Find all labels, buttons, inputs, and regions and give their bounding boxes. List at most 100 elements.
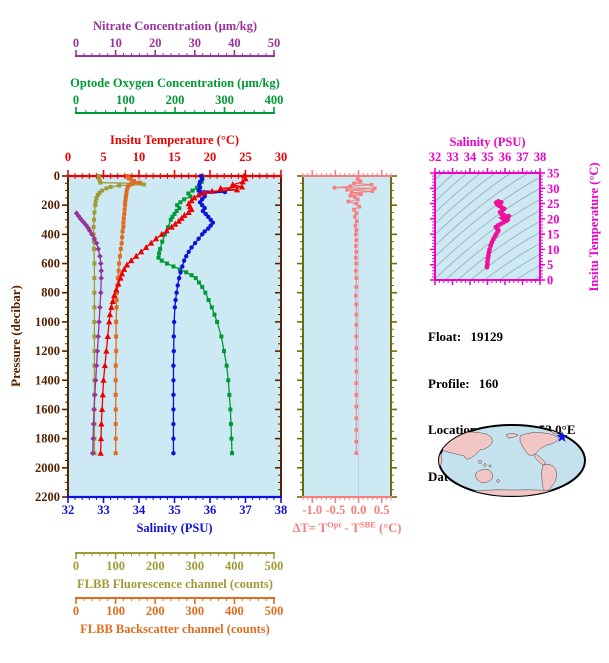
svg-text:30: 30 bbox=[275, 150, 288, 164]
map-island bbox=[488, 464, 492, 468]
svg-text:300: 300 bbox=[185, 559, 204, 573]
svg-text:20: 20 bbox=[149, 36, 162, 50]
svg-text:50: 50 bbox=[268, 36, 281, 50]
svg-text:Insitu Temperature (°C): Insitu Temperature (°C) bbox=[587, 162, 601, 291]
svg-text:800: 800 bbox=[41, 286, 60, 300]
nitrate-profile bbox=[73, 210, 105, 457]
svg-text:100: 100 bbox=[116, 93, 135, 107]
svg-text:0: 0 bbox=[547, 274, 553, 288]
fluorescence-axis: 0 100 200 300 400 500 FLBB Fluorescence channe… bbox=[73, 552, 284, 591]
svg-text:Nitrate Concentration (µm/kg): Nitrate Concentration (µm/kg) bbox=[93, 19, 257, 33]
float-info: Float: 19129 Profile: 160 Location: 39.9… bbox=[428, 298, 576, 515]
svg-text:30: 30 bbox=[189, 36, 202, 50]
map-island bbox=[478, 460, 482, 464]
svg-text:15: 15 bbox=[168, 150, 181, 164]
svg-text:0: 0 bbox=[73, 604, 79, 618]
float-label: Float: bbox=[428, 329, 462, 344]
svg-text:200: 200 bbox=[146, 604, 165, 618]
delta-t-panel: -1.0 -0.5 0.0 0.5 ΔT= TOpt - TSBE (°C) bbox=[293, 170, 402, 536]
svg-text:200: 200 bbox=[41, 198, 60, 212]
world-map bbox=[438, 424, 586, 497]
svg-text:1600: 1600 bbox=[35, 402, 60, 416]
svg-text:400: 400 bbox=[225, 604, 244, 618]
svg-text:500: 500 bbox=[265, 559, 284, 573]
svg-text:FLBB Fluorescence channel (cou: FLBB Fluorescence channel (counts) bbox=[77, 577, 273, 591]
svg-text:2200: 2200 bbox=[35, 490, 60, 504]
map-alaska bbox=[505, 433, 519, 439]
temperature-profile bbox=[97, 172, 249, 456]
svg-text:33: 33 bbox=[97, 503, 110, 517]
svg-text:36: 36 bbox=[204, 503, 217, 517]
svg-text:15: 15 bbox=[547, 228, 560, 242]
svg-text:Pressure (decibar): Pressure (decibar) bbox=[8, 285, 23, 387]
svg-text:1800: 1800 bbox=[35, 432, 60, 446]
oxygen-axis: 0 100 200 300 400 Optode Oxygen Concentration… bbox=[70, 76, 284, 114]
svg-text:33: 33 bbox=[446, 150, 459, 164]
svg-text:38: 38 bbox=[275, 503, 288, 517]
float-location-star bbox=[556, 431, 568, 442]
float-value: 19129 bbox=[470, 329, 503, 344]
svg-text:0: 0 bbox=[65, 150, 71, 164]
oxygen-profile bbox=[156, 174, 235, 456]
profile-label: Profile: bbox=[428, 375, 470, 391]
svg-text:34: 34 bbox=[464, 150, 477, 164]
svg-text:5: 5 bbox=[100, 150, 106, 164]
svg-text:25: 25 bbox=[239, 150, 252, 164]
main-profile-panel: 0200400600800100012001400160018002000220… bbox=[8, 133, 287, 535]
map-australia bbox=[475, 469, 493, 483]
svg-text:500: 500 bbox=[265, 604, 284, 618]
svg-text:400: 400 bbox=[41, 227, 60, 241]
backscatter-axis: 0 100 200 300 400 500 FLBB Backscatter channel… bbox=[73, 597, 284, 636]
delta-t-series bbox=[332, 177, 377, 456]
float-id-line: Float: 19129 bbox=[428, 329, 576, 345]
map-antarctica bbox=[450, 489, 577, 496]
svg-text:FLBB Backscatter channel (coun: FLBB Backscatter channel (counts) bbox=[80, 622, 270, 636]
svg-text:-0.5: -0.5 bbox=[326, 503, 346, 517]
svg-text:32: 32 bbox=[429, 150, 442, 164]
svg-text:0: 0 bbox=[54, 169, 60, 183]
svg-text:Salinity (PSU): Salinity (PSU) bbox=[136, 521, 212, 535]
svg-text:25: 25 bbox=[547, 197, 560, 211]
map-south-america bbox=[541, 464, 557, 493]
svg-text:34: 34 bbox=[133, 503, 146, 517]
svg-text:300: 300 bbox=[185, 604, 204, 618]
nitrate-axis: 0 10 20 30 40 50 Nitrate Concentration (µm/kg) bbox=[73, 19, 281, 57]
svg-text:0.5: 0.5 bbox=[374, 503, 390, 517]
svg-text:36: 36 bbox=[499, 150, 512, 164]
svg-text:37: 37 bbox=[516, 150, 529, 164]
svg-text:300: 300 bbox=[215, 93, 234, 107]
map-new-zealand bbox=[496, 479, 500, 483]
svg-text:10: 10 bbox=[109, 36, 122, 50]
svg-text:38: 38 bbox=[534, 150, 547, 164]
svg-text:ΔT= TOpt - TSBE (°C): ΔT= TOpt - TSBE (°C) bbox=[293, 520, 402, 536]
svg-text:32: 32 bbox=[62, 503, 75, 517]
svg-text:35: 35 bbox=[481, 150, 494, 164]
svg-text:Salinity (PSU): Salinity (PSU) bbox=[449, 135, 525, 149]
svg-text:30: 30 bbox=[547, 182, 560, 196]
svg-text:20: 20 bbox=[204, 150, 217, 164]
svg-text:0.0: 0.0 bbox=[351, 503, 367, 517]
svg-text:1200: 1200 bbox=[35, 344, 60, 358]
svg-text:5: 5 bbox=[547, 258, 553, 272]
svg-text:400: 400 bbox=[265, 93, 284, 107]
svg-text:200: 200 bbox=[166, 93, 185, 107]
svg-text:20: 20 bbox=[547, 212, 560, 226]
svg-text:200: 200 bbox=[146, 559, 165, 573]
svg-text:Optode Oxygen Concentration (µ: Optode Oxygen Concentration (µm/kg) bbox=[70, 76, 280, 90]
svg-text:0: 0 bbox=[73, 559, 79, 573]
svg-text:600: 600 bbox=[41, 257, 60, 271]
map-island bbox=[483, 463, 487, 467]
profile-line: Profile: 160 bbox=[428, 376, 576, 392]
svg-text:35: 35 bbox=[547, 167, 560, 181]
svg-text:2000: 2000 bbox=[35, 461, 60, 475]
svg-text:1400: 1400 bbox=[35, 373, 60, 387]
profile-value: 160 bbox=[478, 375, 499, 391]
svg-text:35: 35 bbox=[168, 503, 181, 517]
svg-text:37: 37 bbox=[239, 503, 252, 517]
svg-text:10: 10 bbox=[133, 150, 146, 164]
map-north-america bbox=[519, 432, 560, 456]
svg-text:40: 40 bbox=[228, 36, 241, 50]
